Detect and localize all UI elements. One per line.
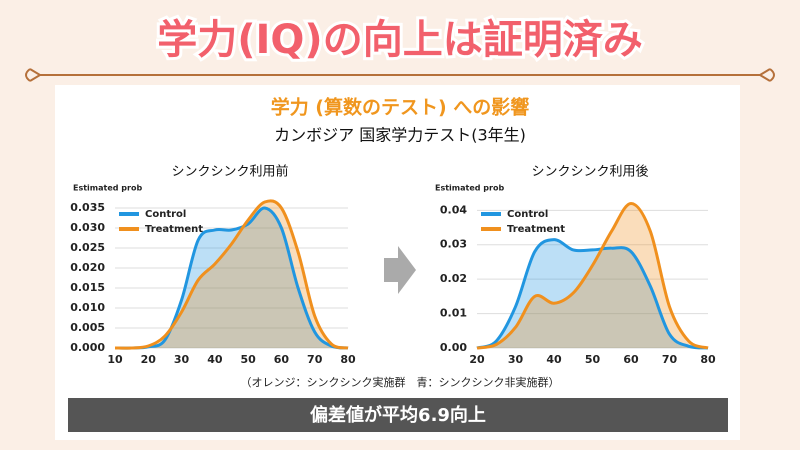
x-tick-label: 80	[700, 353, 716, 366]
y-tick-label: 0.030	[70, 221, 105, 234]
y-tick-label: 0.025	[70, 241, 105, 254]
legend-label: Treatment	[507, 224, 565, 235]
banner	[68, 398, 728, 432]
y-tick-label: 0.01	[440, 307, 467, 320]
y-tick-label: 0.005	[70, 321, 105, 334]
x-tick-label: 70	[662, 353, 678, 366]
slide-title: 学力 (算数のテスト) への影響	[271, 96, 530, 119]
legend-label: Control	[145, 209, 186, 220]
chart-title: シンクシンク利用前	[171, 164, 288, 180]
x-tick-label: 50	[240, 353, 256, 366]
y-tick-label: 0.015	[70, 281, 105, 294]
x-tick-label: 50	[585, 353, 601, 366]
note: （オレンジ：シンクシンク実施群 青：シンクシンク非実施群）	[241, 375, 560, 389]
x-tick-label: 60	[623, 353, 639, 366]
x-tick-label: 10	[107, 353, 123, 366]
x-tick-label: 30	[174, 353, 190, 366]
y-tick-label: 0.035	[70, 201, 105, 214]
y-tick-label: 0.04	[440, 203, 467, 216]
header-title: 学力(IQ)の向上は証明済み	[157, 17, 642, 63]
legend-label: Control	[507, 209, 548, 220]
y-axis-label: Estimated prob	[73, 184, 142, 193]
x-tick-label: 20	[469, 353, 485, 366]
area-fill	[477, 239, 708, 348]
chart-title: シンクシンク利用後	[531, 165, 648, 180]
y-tick-label: 0.000	[70, 341, 105, 354]
series-line	[114, 199, 349, 350]
series-line	[476, 238, 709, 350]
x-tick-label: 40	[207, 353, 223, 366]
series-line	[476, 201, 709, 350]
series-line	[114, 206, 349, 350]
y-tick-label: 0.00	[440, 341, 467, 354]
area-fill	[115, 207, 348, 349]
slide-subtitle: カンボジア 国家学力テスト(3年生)	[274, 126, 526, 145]
area-fill	[477, 203, 708, 348]
x-tick-label: 20	[141, 353, 157, 366]
x-tick-label: 80	[340, 353, 356, 366]
legend-label: Treatment	[145, 224, 203, 235]
y-tick-label: 0.020	[70, 261, 105, 274]
area-fill	[115, 200, 348, 349]
x-tick-label: 40	[546, 353, 562, 366]
arrow	[384, 246, 416, 294]
banner-text: 偏差値が平均6.9向上	[310, 404, 486, 426]
y-axis-label: Estimated prob	[435, 184, 504, 193]
divider	[25, 68, 775, 82]
x-tick-label: 30	[508, 353, 524, 366]
y-tick-label: 0.03	[440, 238, 467, 251]
y-tick-label: 0.02	[440, 272, 467, 285]
x-tick-label: 70	[307, 353, 323, 366]
x-tick-label: 60	[274, 353, 290, 366]
y-tick-label: 0.010	[70, 301, 105, 314]
